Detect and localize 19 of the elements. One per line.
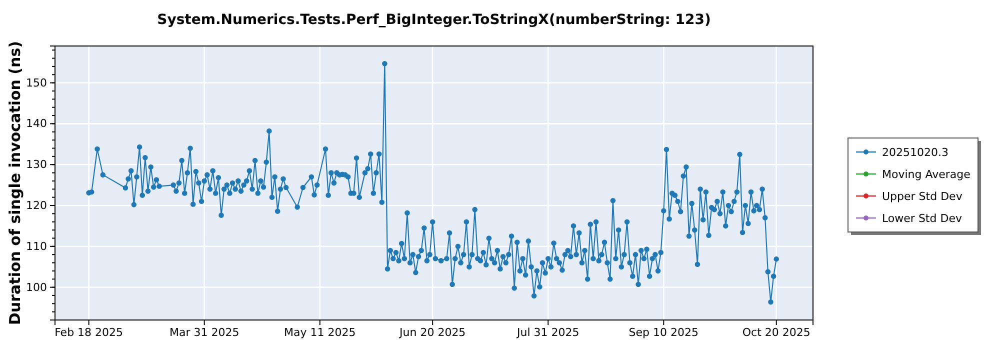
- x-tick-label: Oct 20 2025: [742, 326, 810, 339]
- legend-label: Lower Std Dev: [882, 212, 962, 225]
- y-tick-label: 100: [26, 280, 47, 294]
- chart-title: System.Numerics.Tests.Perf_BigInteger.ToStringX(numberString: 123): [157, 12, 711, 28]
- y-tick-label: 120: [26, 199, 47, 212]
- y-axis-title: Duration of single invocation (ns): [6, 41, 24, 325]
- x-tick-label: Mar 31 2025: [169, 326, 240, 339]
- x-tick-label: Sep 10 2025: [628, 326, 699, 339]
- x-tick-label: Jun 20 2025: [398, 326, 466, 339]
- x-tick-label: Feb 18 2025: [54, 326, 124, 339]
- legend-label: Upper Std Dev: [882, 190, 963, 203]
- y-tick-label: 140: [26, 117, 47, 130]
- y-tick-label: 150: [26, 76, 47, 90]
- legend-label: 20251020.3: [882, 146, 948, 159]
- x-tick-label: Jul 31 2025: [516, 326, 580, 339]
- y-tick-label: 110: [26, 240, 47, 253]
- x-tick-label: May 11 2025: [284, 326, 356, 339]
- y-tick-label: 130: [26, 158, 47, 172]
- legend-label: Moving Average: [882, 168, 971, 181]
